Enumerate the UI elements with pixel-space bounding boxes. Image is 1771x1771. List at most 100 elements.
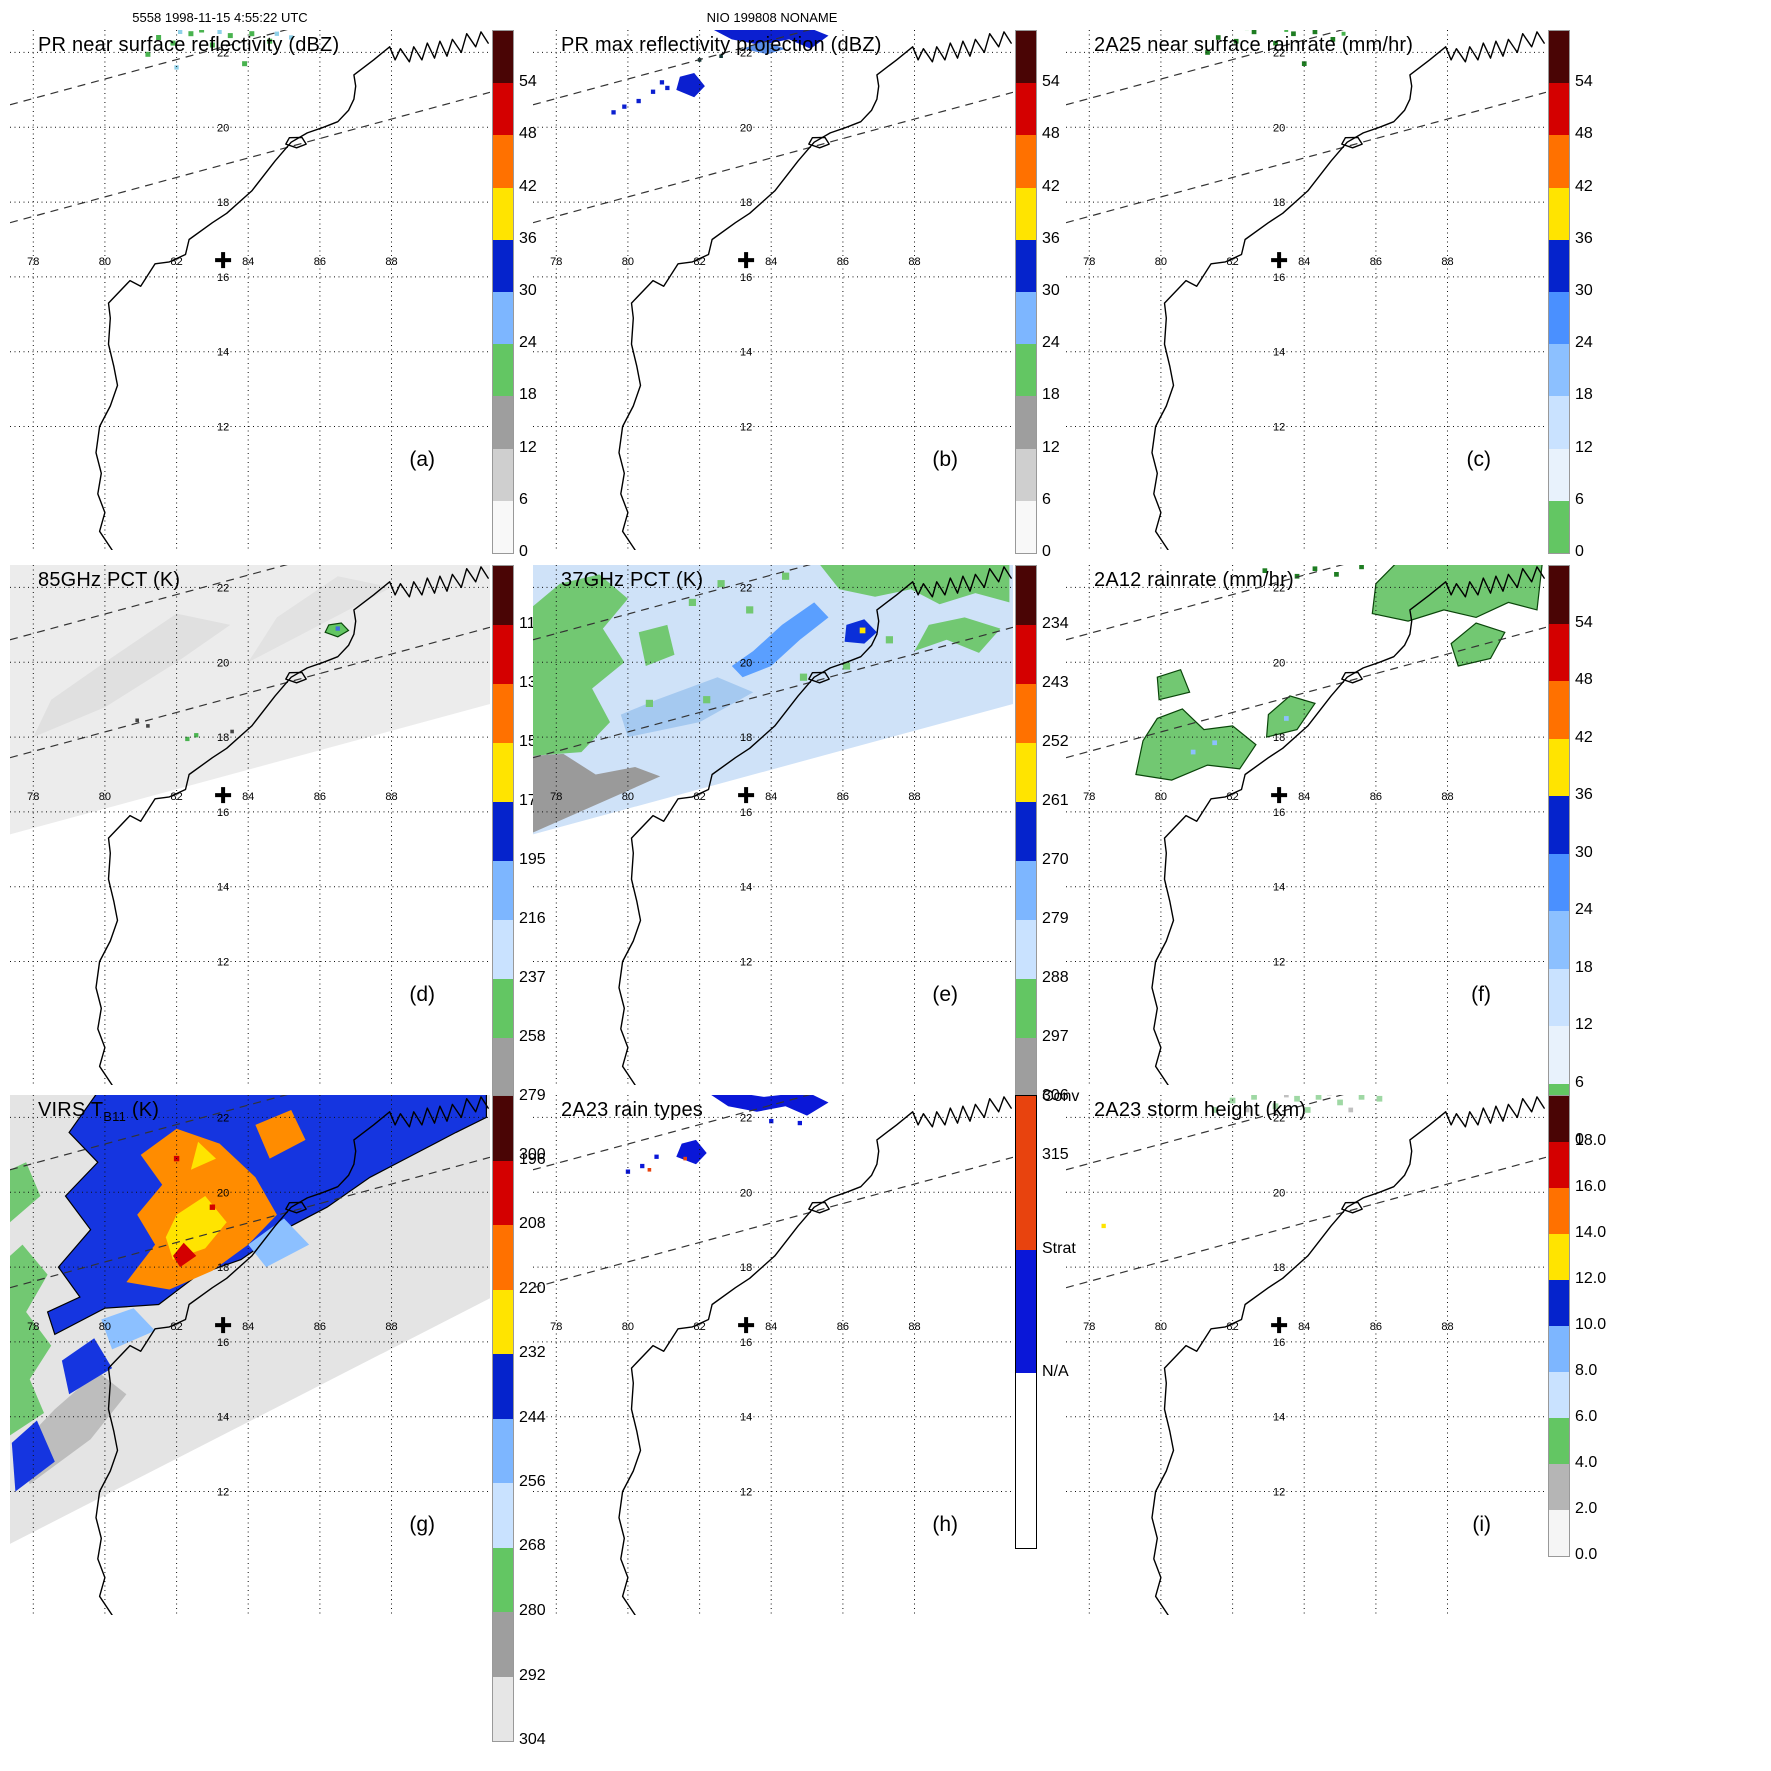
colorbar-tick: 195 [519, 851, 546, 868]
data-dot [659, 80, 665, 85]
colorbar-segment [493, 1547, 513, 1612]
map-e: 12 14 16 18 20 22 78 80 82 84 86 88 37GHz PCT (K) (… [533, 565, 1013, 1085]
colorbar-tick: 234 [1042, 615, 1069, 632]
map-canvas-h: 12 14 16 18 20 22 78 80 82 84 86 88 [533, 1095, 1013, 1615]
data-dot [1273, 40, 1278, 46]
data-dot [688, 598, 696, 606]
panel-letter: (e) [932, 983, 958, 1006]
data-dot [1315, 1095, 1322, 1100]
colorbar-tick: 0 [1042, 543, 1051, 560]
colorbar-tick: 300 [519, 1146, 546, 1163]
lon-label: 86 [314, 1321, 326, 1333]
data-swath [10, 565, 490, 835]
panel-f: 12 14 16 18 20 22 78 80 82 84 86 88 2A12 rainrate (… [1066, 565, 1622, 1148]
colorbar-segment [1016, 239, 1036, 292]
lon-label: 80 [622, 1321, 634, 1333]
data-dot [174, 65, 179, 70]
lat-label: 14 [740, 1412, 752, 1424]
colorbar-tick: 48 [1575, 671, 1593, 688]
colorbar-tick: 0.0 [1575, 1546, 1598, 1563]
panel-e: 12 14 16 18 20 22 78 80 82 84 86 88 37GHz PCT (K) (… [533, 565, 1089, 1163]
colorbar-tick: 12 [1575, 439, 1593, 456]
data-dot [842, 662, 851, 670]
colorbar-tick: 18 [1575, 959, 1593, 976]
data-dot [199, 30, 205, 33]
lon-label: 80 [1155, 1321, 1167, 1333]
colorbar-tick: 14.0 [1575, 1224, 1607, 1241]
colorbar-tick: 196 [519, 1151, 546, 1168]
data-dot [170, 40, 176, 46]
colorbar-tick: 304 [519, 1731, 546, 1748]
lat-label: 22 [740, 47, 752, 59]
lat-label: 14 [1273, 347, 1285, 359]
colorbar-segment [1549, 738, 1569, 796]
colorbar-tick: 268 [519, 1537, 546, 1554]
lat-label: 20 [1273, 657, 1285, 669]
colorbar-segment [1016, 500, 1036, 553]
data-dot [1294, 1095, 1300, 1102]
map-canvas-b: 12 14 16 18 20 22 78 80 82 84 86 88 [533, 30, 1013, 550]
colorbar-segment [1016, 684, 1036, 743]
lat-label: 16 [1273, 1337, 1285, 1349]
colorbar-tick: 288 [1042, 969, 1069, 986]
colorbar-segment [1549, 911, 1569, 969]
lat-label: 12 [740, 957, 752, 969]
panel-letter: (d) [409, 983, 435, 1006]
colorbar-tick: 42 [1042, 178, 1060, 195]
panel-d: 12 14 16 18 20 22 78 80 82 84 86 88 85GHz PCT (K) (… [10, 565, 566, 1163]
lon-label: 84 [765, 791, 777, 803]
colorbar-tick: 42 [1575, 178, 1593, 195]
colorbar-segment [1549, 187, 1569, 240]
lat-label: 20 [1273, 1187, 1285, 1199]
data-blob [1371, 565, 1543, 622]
colorbar-tick: 12.0 [1575, 1270, 1607, 1287]
data-dot [209, 1204, 216, 1210]
lon-label: 78 [27, 1321, 39, 1333]
data-dot [1337, 1099, 1343, 1106]
panel-title: 85GHz PCT (K) [38, 569, 181, 591]
colorbar-segment [493, 1418, 513, 1483]
lat-label: 16 [217, 272, 229, 284]
colorbar-segment [493, 1676, 513, 1741]
colorbar-tick: 24 [1575, 901, 1593, 918]
panel-title: PR near surface reflectivity (dBZ) [38, 34, 340, 56]
coastline-path [618, 1096, 1012, 1615]
data-blob [742, 41, 786, 55]
data-dot [230, 729, 234, 734]
data-dot [1330, 37, 1336, 42]
colorbar-tick: 10.0 [1575, 1316, 1607, 1333]
lon-label: 88 [385, 791, 397, 803]
data-dot [654, 1154, 659, 1159]
colorbar-tick: 54 [519, 73, 537, 90]
colorbar-segment [493, 1289, 513, 1354]
data-blob [173, 1242, 197, 1268]
data-dot [209, 42, 215, 48]
colorbar-segment [1016, 396, 1036, 449]
data-dot [289, 35, 294, 40]
lat-label: 18 [740, 732, 752, 744]
colorbar-segment [493, 920, 513, 979]
panel-h: 12 14 16 18 20 22 78 80 82 84 86 88 2A23 rain types… [533, 1088, 1089, 1630]
lon-label: 82 [693, 1321, 705, 1333]
lon-label: 84 [765, 256, 777, 268]
lon-label: 84 [1298, 791, 1310, 803]
data-dot [782, 572, 790, 580]
lon-label: 80 [99, 791, 111, 803]
colorbar-tick: 270 [1042, 851, 1069, 868]
data-blob [101, 1308, 156, 1350]
data-blob [1135, 708, 1257, 781]
panel-letter: (i) [1472, 1513, 1491, 1536]
colorbar-tick: Conv [1042, 1088, 1080, 1105]
lon-label: 82 [1226, 256, 1238, 268]
colorbar-tick: 280 [519, 1602, 546, 1619]
colorbar-segment [493, 291, 513, 345]
lon-label: 84 [242, 256, 254, 268]
colorbar-segment [493, 625, 513, 684]
lat-label: 12 [217, 957, 229, 969]
colorbar-segment [493, 31, 513, 84]
data-dot [1251, 1095, 1257, 1100]
data-dot [242, 61, 248, 67]
lat-label: 16 [1273, 272, 1285, 284]
colorbar-tick: 24 [519, 334, 537, 351]
data-dot [647, 1168, 652, 1172]
